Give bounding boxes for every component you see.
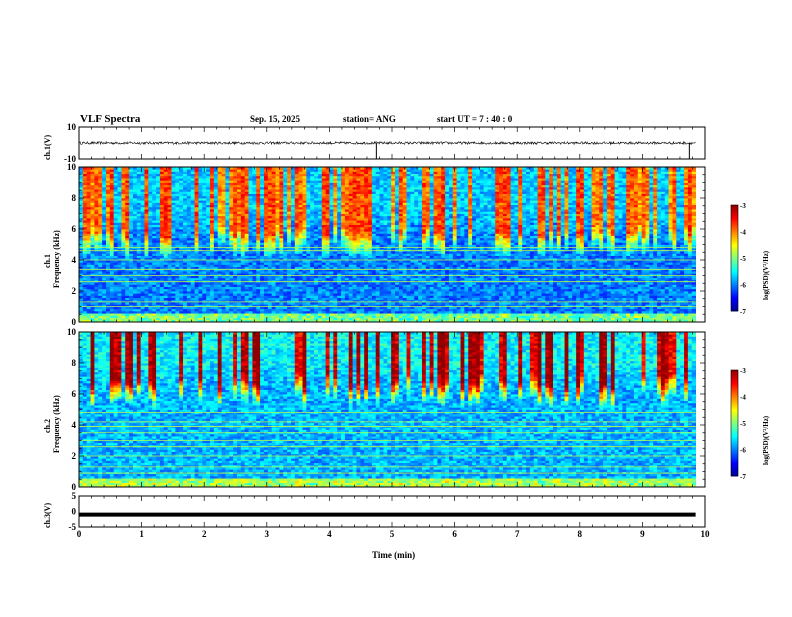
- ch1-frequency-ylabel: Frequency (kHz): [52, 230, 61, 288]
- ch2-colorbar-tick: -3: [740, 367, 746, 375]
- x-tick-label: 0: [77, 529, 82, 539]
- ch2-colorbar-tick: -7: [740, 473, 746, 481]
- ch1-colorbar-cell: [731, 205, 738, 207]
- y-tick-label: 5: [72, 491, 77, 501]
- ch2-channel-label: ch.2: [43, 419, 52, 433]
- y-tick-label: 4: [72, 255, 77, 265]
- y-tick-label: 8: [72, 193, 77, 203]
- ch2-colorbar-tick: -6: [740, 447, 746, 455]
- x-tick-label: 6: [452, 529, 457, 539]
- date-label: Sep. 15, 2025: [250, 114, 300, 124]
- ch3-waveform-ylabel: ch.3(V): [43, 503, 52, 528]
- x-tick-label: 7: [515, 529, 520, 539]
- figure-title: VLF Spectra: [80, 113, 140, 125]
- ch1-waveform-trace: [79, 142, 696, 145]
- ch1-channel-label: ch.1: [43, 254, 52, 268]
- ch1-colorbar-tick: -6: [740, 282, 746, 290]
- y-tick-label: 10: [67, 162, 77, 172]
- x-axis-label: Time (min): [372, 550, 415, 560]
- x-tick-label: 10: [701, 529, 711, 539]
- ch1-spectrogram: [79, 167, 696, 322]
- y-tick-label: 8: [72, 358, 77, 368]
- ch2-colorbar-tick: -4: [740, 394, 746, 402]
- x-tick-label: 9: [640, 529, 645, 539]
- y-tick-label: 10: [67, 122, 77, 132]
- y-tick-label: -5: [69, 522, 77, 532]
- x-tick-label: 8: [578, 529, 583, 539]
- y-tick-label: 6: [72, 224, 77, 234]
- ch1-colorbar-label: log(PSD)(V²/Hz): [762, 251, 770, 300]
- ch1-waveform-ylabel: ch.1(V): [43, 135, 52, 160]
- start-time-label: start UT = 7 : 40 : 0: [437, 114, 512, 124]
- y-tick-label: 4: [72, 420, 77, 430]
- ch1-colorbar-tick: -7: [740, 308, 746, 316]
- x-tick-label: 2: [202, 529, 207, 539]
- x-tick-label: 1: [139, 529, 144, 539]
- y-tick-label: 2: [72, 451, 77, 461]
- ch1-colorbar-tick: -5: [740, 255, 746, 263]
- y-tick-label: 10: [67, 327, 77, 337]
- x-tick-label: 4: [327, 529, 332, 539]
- ch1-colorbar-tick: -4: [740, 229, 746, 237]
- station-label: station= ANG: [343, 114, 396, 124]
- x-tick-label: 3: [265, 529, 270, 539]
- x-tick-label: 5: [390, 529, 395, 539]
- ch2-spectrogram: [79, 332, 696, 487]
- y-tick-label: 2: [72, 286, 77, 296]
- ch2-colorbar-tick: -5: [740, 420, 746, 428]
- ch2-frequency-ylabel: Frequency (kHz): [52, 395, 61, 453]
- y-tick-label: 0: [72, 317, 77, 327]
- ch1-colorbar-tick: -3: [740, 202, 746, 210]
- y-tick-label: 6: [72, 389, 77, 399]
- ch2-colorbar-label: log(PSD)(V²/Hz): [762, 416, 770, 465]
- ch2-colorbar-cell: [731, 370, 738, 372]
- y-tick-label: 0: [72, 507, 77, 517]
